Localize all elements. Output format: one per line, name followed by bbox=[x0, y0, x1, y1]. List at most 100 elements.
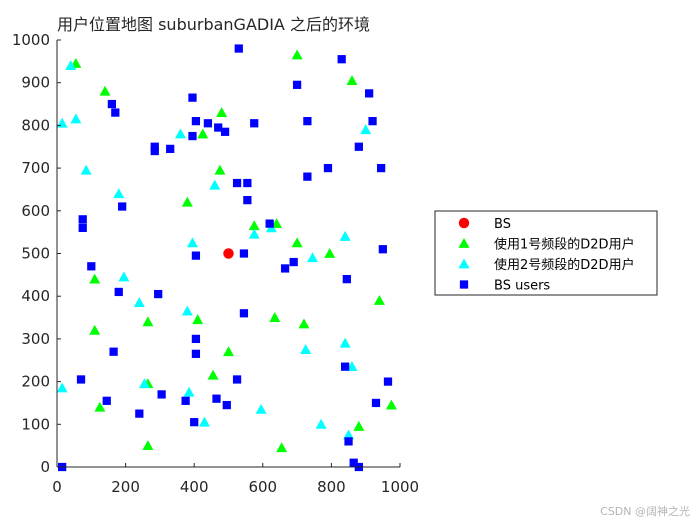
data-point bbox=[135, 409, 144, 418]
series-0 bbox=[223, 248, 234, 259]
data-point bbox=[373, 294, 385, 305]
data-point bbox=[315, 418, 327, 429]
data-point bbox=[70, 113, 82, 124]
data-point bbox=[188, 93, 197, 102]
data-point bbox=[190, 418, 199, 427]
series-3 bbox=[58, 44, 393, 472]
legend-item: 使用2号频段的D2D用户 bbox=[458, 257, 635, 273]
data-point bbox=[181, 396, 190, 405]
data-point bbox=[56, 117, 68, 128]
legend-label: 使用2号频段的D2D用户 bbox=[494, 257, 635, 273]
y-tick-label: 100 bbox=[21, 415, 50, 433]
data-point bbox=[150, 146, 159, 156]
axes: 0 200 400 600 800 1000 0 100 200 300 400 500 600 700 8… bbox=[12, 31, 419, 496]
data-point bbox=[248, 220, 260, 231]
data-point bbox=[239, 309, 249, 318]
data-point bbox=[255, 403, 267, 414]
data-point bbox=[216, 107, 228, 117]
data-point bbox=[203, 119, 213, 128]
data-point bbox=[154, 289, 163, 299]
data-point bbox=[239, 249, 249, 258]
data-point bbox=[89, 273, 101, 284]
data-point bbox=[209, 179, 221, 190]
x-tick-label: 600 bbox=[248, 478, 277, 496]
chart-title: 用户位置地图 suburbanGADIA 之后的环境 bbox=[57, 15, 370, 34]
data-point bbox=[198, 416, 210, 427]
data-point bbox=[342, 274, 351, 284]
data-point bbox=[243, 196, 252, 205]
data-point bbox=[385, 399, 397, 410]
data-point bbox=[87, 262, 96, 271]
data-point bbox=[114, 287, 123, 297]
data-point bbox=[111, 108, 120, 117]
data-point bbox=[78, 223, 87, 233]
data-point bbox=[349, 458, 358, 467]
data-point bbox=[89, 324, 101, 335]
data-point bbox=[65, 60, 77, 71]
x-tick-label: 200 bbox=[111, 478, 140, 496]
data-point bbox=[378, 245, 387, 254]
y-tick-label: 900 bbox=[21, 74, 50, 92]
data-point bbox=[80, 164, 92, 175]
data-point bbox=[188, 131, 197, 141]
data-point bbox=[181, 196, 193, 207]
y-tick-label: 200 bbox=[21, 373, 50, 391]
data-point bbox=[269, 312, 281, 322]
legend-item: 使用1号频段的D2D用户 bbox=[458, 237, 635, 253]
data-point bbox=[291, 49, 303, 60]
legend-box bbox=[434, 210, 658, 296]
data-point bbox=[365, 89, 374, 98]
x-tick-label: 400 bbox=[180, 478, 209, 496]
y-tick-label: 500 bbox=[21, 245, 50, 263]
data-point bbox=[109, 347, 118, 356]
data-point bbox=[192, 314, 204, 325]
plot-area bbox=[56, 44, 397, 472]
legend-marker bbox=[459, 280, 469, 289]
data-point bbox=[138, 378, 150, 389]
legend-marker bbox=[458, 217, 470, 229]
data-point bbox=[113, 188, 125, 199]
y-tick-label: 1000 bbox=[12, 31, 50, 49]
series-2 bbox=[56, 60, 372, 440]
data-point bbox=[339, 337, 351, 348]
data-point bbox=[214, 123, 223, 132]
data-point bbox=[298, 318, 310, 329]
data-point bbox=[78, 215, 87, 224]
data-point bbox=[191, 334, 201, 344]
data-point bbox=[150, 142, 159, 151]
data-point bbox=[383, 377, 393, 386]
data-point bbox=[280, 264, 290, 273]
data-point bbox=[354, 142, 363, 151]
legend-marker bbox=[458, 238, 470, 248]
data-point bbox=[191, 117, 201, 126]
data-point bbox=[343, 429, 355, 440]
data-point bbox=[197, 128, 209, 139]
data-point bbox=[324, 248, 336, 258]
data-point bbox=[183, 386, 195, 397]
data-point bbox=[107, 99, 117, 109]
data-point bbox=[360, 124, 372, 135]
data-point bbox=[276, 442, 288, 453]
data-point bbox=[223, 346, 234, 357]
data-point bbox=[323, 163, 333, 173]
data-point bbox=[339, 230, 351, 241]
data-point bbox=[243, 178, 252, 188]
legend-item: BS bbox=[458, 217, 511, 232]
data-point bbox=[191, 251, 201, 260]
data-point bbox=[157, 390, 166, 399]
data-point bbox=[142, 440, 154, 451]
data-point bbox=[340, 362, 350, 371]
data-point bbox=[220, 127, 230, 136]
data-point bbox=[377, 163, 386, 173]
y-tick-label: 400 bbox=[21, 287, 50, 305]
data-point bbox=[291, 237, 303, 248]
data-point bbox=[346, 75, 358, 85]
data-point bbox=[222, 400, 231, 410]
data-point bbox=[76, 375, 86, 384]
x-tick-label: 1000 bbox=[381, 478, 419, 496]
data-point bbox=[289, 257, 298, 267]
legend-label: BS bbox=[494, 217, 511, 232]
data-point bbox=[344, 437, 353, 446]
